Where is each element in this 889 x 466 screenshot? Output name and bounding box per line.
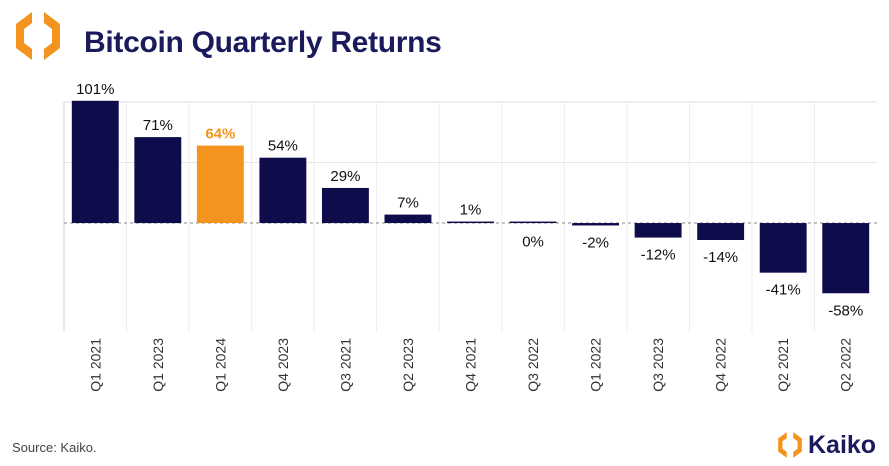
x-tick-label: Q1 2022	[588, 338, 604, 392]
x-tick-label: Q2 2022	[838, 338, 854, 392]
chart-header: Bitcoin Quarterly Returns	[12, 10, 872, 70]
chart-title: Bitcoin Quarterly Returns	[84, 26, 442, 59]
chart-tick-labels: Q1 2021 Q1 2023 Q1 2024 Q4 2023 Q3 2021 Q2 20…	[87, 338, 853, 392]
source-note: Source: Kaiko.	[12, 440, 97, 455]
data-label: -58%	[828, 302, 863, 319]
brand-name: Kaiko	[808, 431, 877, 459]
data-label: -12%	[641, 247, 676, 264]
data-label: 71%	[143, 117, 173, 134]
bar-q1-2024	[196, 145, 244, 224]
data-label: 54%	[268, 138, 298, 155]
chart-bars	[71, 100, 870, 294]
x-tick-label: Q3 2023	[650, 338, 666, 392]
brand-logo: Kaiko	[776, 430, 886, 462]
bar-q3-2023	[634, 223, 682, 238]
x-tick-label: Q4 2022	[713, 338, 729, 392]
kaiko-logo-icon	[16, 12, 60, 60]
bar-q1-2022	[572, 223, 620, 226]
bar-q2-2021	[759, 223, 807, 273]
data-label: 64%	[205, 126, 235, 143]
data-label: 29%	[330, 168, 360, 185]
x-tick-label: Q2 2023	[400, 338, 416, 392]
data-label: 7%	[397, 195, 419, 212]
bar-q3-2021	[321, 187, 369, 224]
data-label: -2%	[582, 234, 609, 251]
data-label: -14%	[703, 249, 738, 266]
x-tick-label: Q4 2023	[275, 338, 291, 392]
chart-data-labels: 101% 71% 64% 54% 29% 7% 1% 0% -2% -12% -14% -41% -58…	[76, 81, 863, 319]
data-label: -41%	[766, 282, 801, 299]
data-label: 101%	[76, 81, 114, 98]
bar-q4-2021	[447, 221, 494, 224]
x-tick-label: Q1 2021	[87, 338, 103, 392]
data-label: 0%	[522, 234, 544, 251]
x-tick-label: Q3 2022	[525, 338, 541, 392]
kaiko-logo-small-icon	[778, 432, 802, 458]
x-tick-label: Q1 2023	[150, 338, 166, 392]
data-label: 1%	[460, 202, 482, 219]
x-tick-label: Q3 2021	[337, 338, 353, 392]
bar-q3-2022	[509, 221, 557, 224]
bar-q1-2021	[71, 100, 119, 224]
x-tick-label: Q2 2021	[775, 338, 791, 392]
bar-q2-2023	[384, 214, 432, 224]
bar-q2-2022	[822, 223, 870, 294]
x-tick-label: Q1 2024	[212, 338, 228, 392]
x-tick-label: Q4 2021	[463, 338, 479, 392]
bar-q1-2023	[134, 137, 182, 224]
bar-q4-2023	[259, 157, 307, 224]
bar-q4-2022	[697, 223, 745, 240]
